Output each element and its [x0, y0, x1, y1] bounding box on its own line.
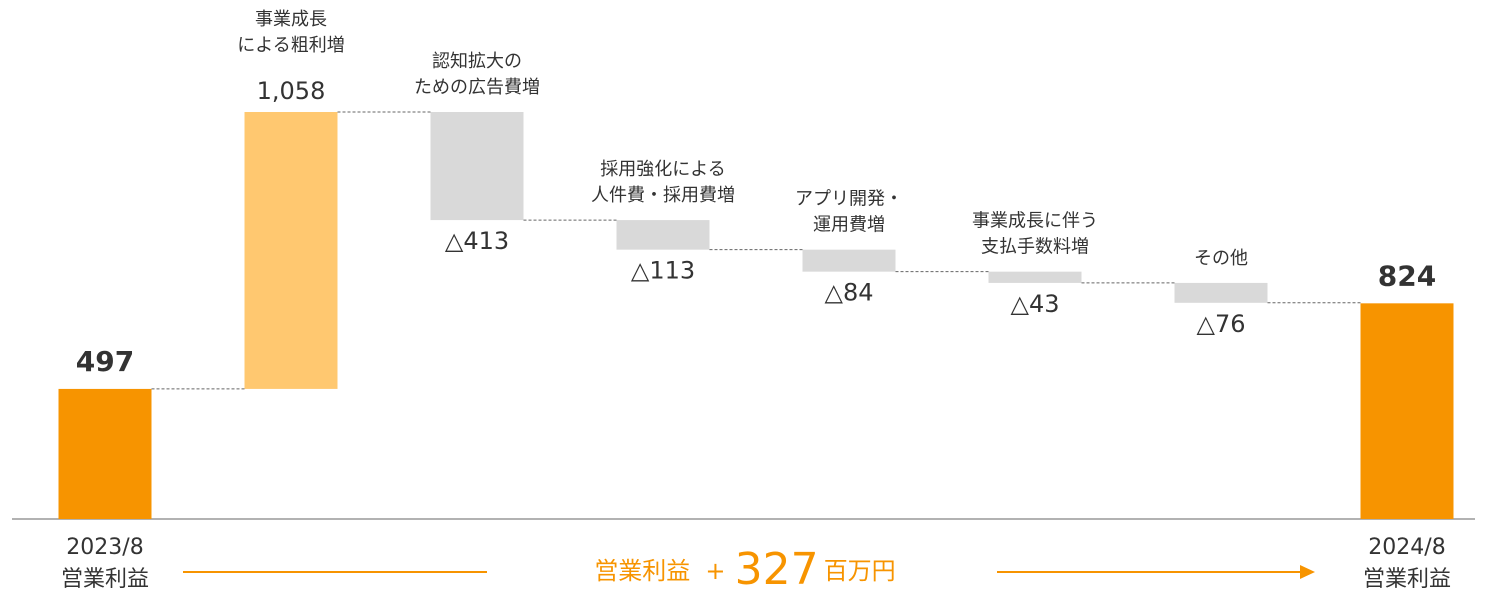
category-label: 採用強化による: [600, 159, 725, 180]
value-label: △43: [1011, 290, 1060, 318]
value-label: △413: [445, 227, 509, 255]
bar: [58, 388, 152, 519]
bar: [430, 112, 524, 221]
annotation-unit: 百万円: [824, 557, 896, 585]
value-label: △84: [825, 279, 874, 307]
value-label: 824: [1378, 259, 1436, 292]
bar: [244, 112, 338, 389]
value-label: 497: [76, 345, 134, 378]
category-label: 人件費・採用費増: [591, 185, 735, 206]
bar: [616, 220, 710, 250]
category-label: による粗利増: [237, 35, 344, 56]
bar: [1360, 303, 1454, 519]
category-label: 支払手数料増: [981, 237, 1089, 258]
annotation-label: 営業利益: [594, 557, 690, 585]
category-label: アプリ開発・: [795, 189, 903, 210]
category-label: 営業利益: [61, 567, 149, 592]
category-label: 2023/8: [66, 535, 143, 560]
annotation: 営業利益 + 327 百万円: [594, 544, 895, 594]
category-label: ための広告費増: [414, 77, 540, 98]
annotation-value: 327: [735, 544, 819, 594]
value-label: 1,058: [257, 77, 326, 105]
value-label: △113: [631, 257, 695, 285]
value-label: △76: [1197, 310, 1246, 338]
arrow-head: [1300, 565, 1315, 579]
bar: [1174, 282, 1268, 303]
category-label: 運用費増: [813, 215, 885, 236]
category-label: 事業成長: [255, 9, 327, 30]
category-label: 認知拡大の: [432, 51, 522, 72]
bar: [988, 271, 1082, 283]
bar: [802, 249, 896, 272]
category-label: 営業利益: [1363, 567, 1451, 592]
category-label: 事業成長に伴う: [972, 211, 1098, 232]
annotation-sign: +: [705, 557, 725, 585]
category-label: その他: [1194, 248, 1248, 269]
category-label: 2024/8: [1368, 535, 1445, 560]
